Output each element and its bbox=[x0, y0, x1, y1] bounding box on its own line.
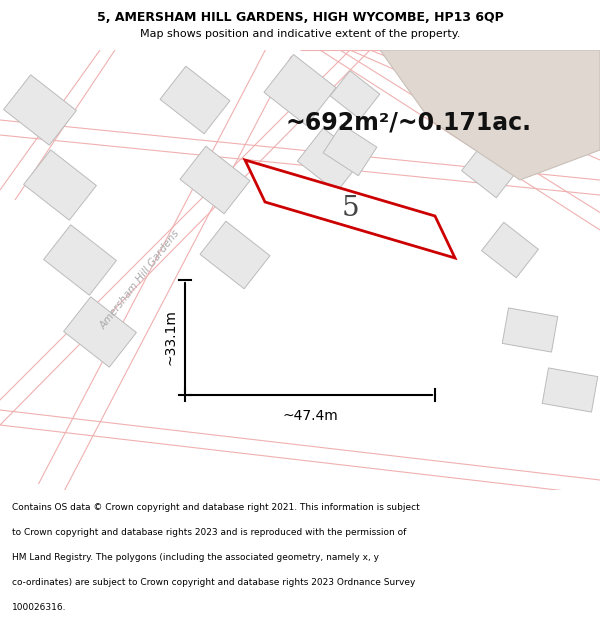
Text: 5: 5 bbox=[341, 196, 359, 222]
Polygon shape bbox=[4, 75, 76, 145]
Text: co-ordinates) are subject to Crown copyright and database rights 2023 Ordnance S: co-ordinates) are subject to Crown copyr… bbox=[12, 578, 415, 587]
Polygon shape bbox=[323, 124, 377, 176]
Text: HM Land Registry. The polygons (including the associated geometry, namely x, y: HM Land Registry. The polygons (includin… bbox=[12, 554, 379, 562]
Text: Amersham Hill Gardens: Amersham Hill Gardens bbox=[98, 229, 182, 331]
Polygon shape bbox=[330, 71, 380, 119]
Polygon shape bbox=[44, 225, 116, 295]
Text: to Crown copyright and database rights 2023 and is reproduced with the permissio: to Crown copyright and database rights 2… bbox=[12, 529, 406, 538]
Polygon shape bbox=[380, 50, 600, 180]
Polygon shape bbox=[180, 146, 250, 214]
Polygon shape bbox=[160, 66, 230, 134]
Polygon shape bbox=[502, 308, 558, 352]
Polygon shape bbox=[264, 54, 336, 126]
Polygon shape bbox=[245, 160, 455, 258]
Polygon shape bbox=[461, 142, 518, 198]
Text: ~33.1m: ~33.1m bbox=[163, 309, 177, 366]
Text: ~47.4m: ~47.4m bbox=[282, 409, 338, 423]
Text: 100026316.: 100026316. bbox=[12, 603, 67, 612]
Polygon shape bbox=[542, 368, 598, 412]
Polygon shape bbox=[23, 150, 97, 220]
Text: Contains OS data © Crown copyright and database right 2021. This information is : Contains OS data © Crown copyright and d… bbox=[12, 504, 420, 512]
Text: Map shows position and indicative extent of the property.: Map shows position and indicative extent… bbox=[140, 29, 460, 39]
Polygon shape bbox=[200, 221, 270, 289]
Polygon shape bbox=[482, 222, 538, 278]
Polygon shape bbox=[64, 297, 136, 368]
Text: 5, AMERSHAM HILL GARDENS, HIGH WYCOMBE, HP13 6QP: 5, AMERSHAM HILL GARDENS, HIGH WYCOMBE, … bbox=[97, 11, 503, 24]
Polygon shape bbox=[298, 128, 362, 192]
Text: ~692m²/~0.171ac.: ~692m²/~0.171ac. bbox=[285, 110, 531, 134]
